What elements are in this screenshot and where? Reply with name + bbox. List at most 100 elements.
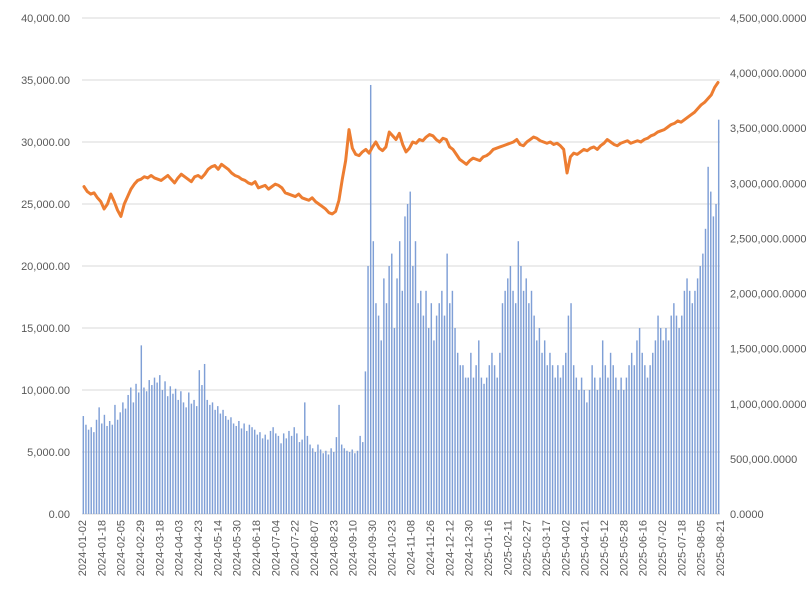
volume-bars (82, 84, 720, 515)
volume-bar (670, 315, 672, 514)
x-axis-tick-label: 2024-09-10 (348, 520, 360, 576)
x-axis-tick-label: 2024-01-18 (96, 520, 108, 576)
volume-bar (536, 340, 538, 514)
x-axis-tick-label: 2024-03-18 (154, 520, 166, 576)
volume-bar (269, 430, 272, 514)
volume-bar (132, 402, 135, 514)
volume-bar (607, 377, 609, 514)
volume-bar (451, 290, 454, 514)
volume-bar (565, 352, 567, 514)
volume-bar (306, 435, 309, 514)
volume-bar (623, 390, 625, 514)
x-axis-tick-label: 2025-08-21 (715, 520, 727, 576)
volume-bar (119, 412, 121, 514)
volume-bar (238, 421, 240, 514)
volume-bar (288, 430, 290, 514)
volume-bar (201, 385, 203, 514)
x-axis-tick-label: 2024-05-30 (232, 520, 244, 576)
volume-bar (551, 365, 554, 514)
volume-bar (272, 427, 274, 514)
volume-bar (480, 377, 483, 514)
volume-bar (246, 430, 248, 514)
volume-bar (248, 424, 251, 514)
volume-bar (594, 377, 596, 514)
volume-bar (401, 290, 404, 514)
volume-bar (290, 435, 293, 514)
volume-bar (491, 352, 493, 514)
volume-bar (530, 290, 533, 514)
volume-bar (522, 290, 525, 514)
volume-bar (630, 352, 633, 514)
volume-bar (583, 390, 585, 514)
volume-bar (472, 377, 475, 514)
volume-bar (317, 444, 319, 514)
volume-bar (356, 450, 359, 514)
volume-bar (636, 340, 638, 514)
x-axis-tick-label: 2024-12-30 (464, 520, 476, 576)
volume-bar (456, 352, 459, 514)
volume-bar (396, 278, 398, 514)
volume-bar (222, 409, 224, 514)
volume-bar (533, 315, 535, 514)
right-axis-tick-label: 3,000,000.0000 (730, 178, 806, 190)
volume-bar (588, 390, 591, 514)
volume-bar (385, 303, 388, 514)
volume-bar (652, 352, 654, 514)
volume-bar (464, 377, 467, 514)
volume-bar (446, 253, 448, 514)
volume-bar (485, 377, 488, 514)
volume-bar (393, 328, 396, 514)
volume-bar (591, 365, 593, 514)
volume-bar (667, 340, 670, 514)
volume-bar (543, 340, 546, 514)
volume-bar (512, 290, 514, 514)
volume-bar (615, 377, 617, 514)
volume-bar (227, 419, 230, 514)
volume-bar (567, 315, 570, 514)
x-axis-tick-label: 2024-04-23 (193, 520, 205, 576)
volume-bar (82, 416, 85, 514)
volume-bar (425, 290, 427, 514)
volume-bar (311, 448, 314, 514)
volume-bar (116, 419, 119, 514)
volume-bar (483, 383, 485, 514)
volume-bar (662, 340, 665, 514)
volume-bar (570, 303, 572, 514)
volume-bar (253, 429, 256, 514)
left-axis-tick-label: 5,000.00 (27, 447, 70, 459)
volume-bar (114, 404, 116, 514)
volume-bar (327, 454, 330, 514)
volume-bar (675, 315, 678, 514)
volume-bar (612, 365, 614, 514)
volume-bar (193, 399, 195, 514)
x-axis-tick-label: 2024-10-23 (386, 520, 398, 576)
volume-bar (525, 278, 527, 514)
volume-bar (470, 352, 472, 514)
right-axis-tick-label: 1,500,000.0000 (730, 344, 806, 356)
volume-bar (330, 448, 332, 514)
volume-bar (198, 370, 201, 514)
left-axis-tick-label: 0.00 (49, 509, 70, 521)
volume-bar (644, 365, 646, 514)
volume-bar (414, 241, 417, 514)
volume-bar (377, 315, 380, 514)
x-axis-tick-label: 2024-08-23 (328, 520, 340, 576)
volume-bar (235, 425, 237, 514)
volume-bar (517, 241, 520, 514)
volume-bar (340, 444, 343, 514)
volume-bar (182, 402, 185, 514)
volume-bar (488, 365, 491, 514)
volume-bar (103, 414, 106, 514)
x-axis-tick-label: 2024-07-22 (290, 520, 302, 576)
volume-bar (572, 365, 575, 514)
volume-bar (101, 423, 103, 514)
volume-bar (649, 365, 651, 514)
volume-bar (243, 423, 245, 514)
volume-bar (599, 377, 601, 514)
volume-bar (124, 408, 127, 514)
volume-bar (702, 253, 704, 514)
volume-bar (449, 303, 451, 514)
volume-bar (275, 433, 277, 514)
volume-bar (388, 266, 390, 514)
x-axis-ticks: 2024-01-02 2024-01-18 2024-02-05 2024-02-29… (77, 520, 727, 576)
